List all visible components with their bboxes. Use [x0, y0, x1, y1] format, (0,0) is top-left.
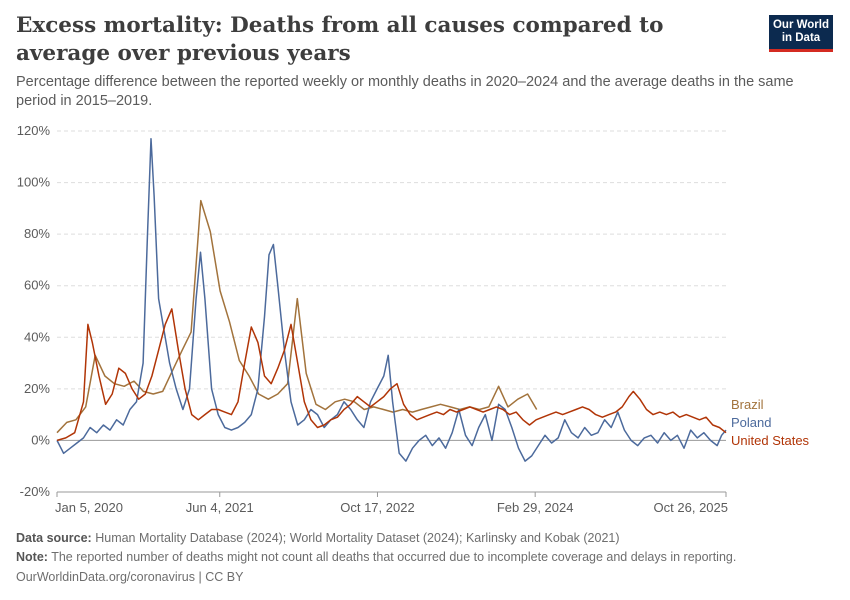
legend-label-poland[interactable]: Poland: [731, 415, 771, 430]
x-tick-label: Jan 5, 2020: [55, 500, 123, 515]
grid-lines: [57, 130, 726, 493]
y-tick-label: 40%: [24, 329, 50, 344]
source-text: Human Mortality Database (2024); World M…: [95, 531, 620, 545]
owid-logo[interactable]: Our World in Data: [769, 15, 833, 52]
note: Note: The reported number of deaths migh…: [16, 549, 736, 565]
x-tick-label: Feb 29, 2024: [497, 500, 574, 515]
y-axis-ticks: -20% 0% 20% 40% 60% 80% 100% 120%: [17, 123, 51, 499]
y-tick-label: 120%: [17, 123, 51, 138]
note-label: Note:: [16, 550, 48, 564]
logo-line-1: Our World: [772, 19, 829, 31]
legend: Brazil Poland United States: [731, 397, 810, 448]
data-source: Data source: Human Mortality Database (2…: [16, 530, 620, 546]
y-tick-label: 80%: [24, 226, 50, 241]
y-tick-label: 100%: [17, 175, 51, 190]
chart-title: Excess mortality: Deaths from all causes…: [16, 13, 664, 66]
logo-line-2: in Data: [781, 32, 821, 44]
y-tick-label: 60%: [24, 278, 50, 293]
series-line-united-states[interactable]: [56, 308, 727, 442]
legend-label-brazil[interactable]: Brazil: [731, 397, 764, 412]
x-tick-label: Oct 17, 2022: [340, 500, 414, 515]
site-credit[interactable]: OurWorldinData.org/coronavirus | CC BY: [16, 570, 244, 584]
series-lines: [56, 137, 727, 462]
y-tick-label: 20%: [24, 381, 50, 396]
series-line-brazil[interactable]: [56, 199, 538, 434]
x-tick-label: Oct 26, 2025: [654, 500, 728, 515]
legend-label-united-states[interactable]: United States: [731, 433, 810, 448]
series-line-poland[interactable]: [56, 137, 727, 462]
x-axis: Jan 5, 2020 Jun 4, 2021 Oct 17, 2022 Feb 29…: [55, 491, 728, 515]
note-text: The reported number of deaths might not …: [51, 550, 737, 564]
y-tick-label: 0%: [31, 432, 50, 447]
chart-subtitle: Percentage difference between the report…: [16, 74, 794, 109]
source-label: Data source:: [16, 531, 92, 545]
y-tick-label: -20%: [20, 484, 51, 499]
x-tick-label: Jun 4, 2021: [186, 500, 254, 515]
